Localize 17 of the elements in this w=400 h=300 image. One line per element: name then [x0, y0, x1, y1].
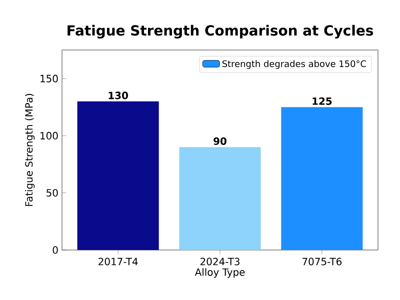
x-tick-label: 2024-T3	[200, 258, 240, 266]
y-tick-label: 100	[40, 132, 58, 140]
data-label: 130	[108, 92, 128, 100]
y-tick-label: 0	[52, 246, 58, 254]
y-tick-label: 50	[46, 189, 58, 197]
bar	[281, 107, 363, 250]
chart-title: Fatigue Strength Comparison at Cycles	[68, 24, 374, 39]
data-label: 90	[214, 137, 226, 145]
y-axis-title: Fatigue Strength (MPa)	[24, 94, 35, 206]
x-tick-label: 2017-T4	[98, 258, 138, 266]
data-label: 125	[312, 97, 332, 105]
x-axis-title: Alloy Type	[194, 268, 245, 278]
bar	[179, 147, 261, 250]
x-tick-label: 7075-T6	[302, 258, 342, 266]
bar	[77, 101, 159, 250]
y-tick-label: 150	[40, 74, 58, 82]
legend-label: Strength degrades above 150°C	[222, 60, 366, 69]
